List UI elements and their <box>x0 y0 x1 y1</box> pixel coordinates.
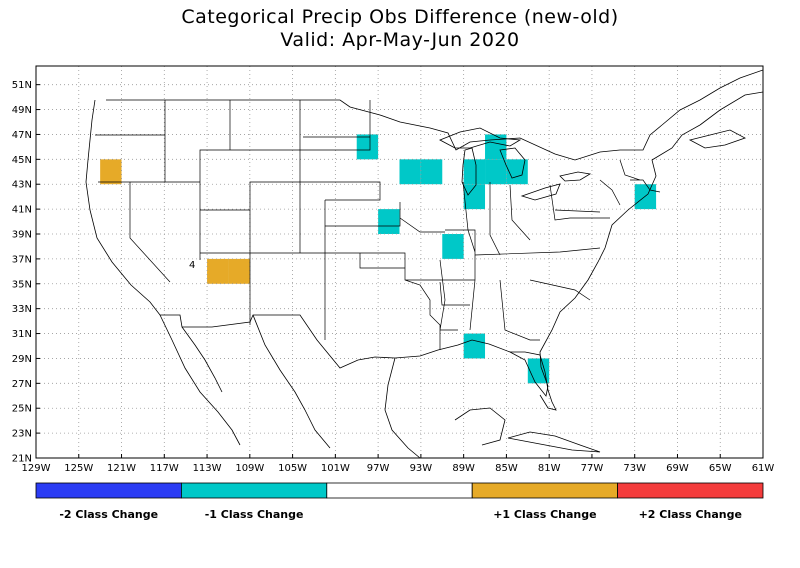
us-coastline-west <box>85 99 701 397</box>
longitude-label: 101W <box>321 463 350 474</box>
longitude-label: 81W <box>538 463 561 474</box>
latitude-label: 33N <box>12 304 32 315</box>
legend-swatch <box>471 482 619 499</box>
legend-label: -2 Class Change <box>59 508 158 521</box>
nova-scotia <box>688 129 746 149</box>
latitude-label: 51N <box>12 80 32 91</box>
difference-cell <box>228 258 250 284</box>
latitude-label: 49N <box>12 105 32 116</box>
difference-cell <box>207 258 229 284</box>
latitude-label: 23N <box>12 429 32 440</box>
difference-cell <box>463 159 486 185</box>
latitude-label: 29N <box>12 354 32 365</box>
latitude-label: 37N <box>12 254 32 265</box>
legend-label: +1 Class Change <box>493 508 596 521</box>
latitude-label: 41N <box>12 205 32 216</box>
latitude-label: 43N <box>12 180 32 191</box>
yucatan <box>454 407 506 446</box>
lake-michigan <box>461 147 477 196</box>
difference-cell <box>463 184 486 210</box>
longitude-label: 73W <box>623 463 646 474</box>
lake-erie <box>520 183 561 201</box>
baja-california <box>159 314 241 446</box>
longitude-label: 121W <box>107 463 136 474</box>
difference-cells <box>100 134 657 384</box>
latitude-label: 47N <box>12 130 32 141</box>
legend-swatch <box>617 482 764 499</box>
legend-label: +2 Class Change <box>639 508 742 521</box>
difference-cell <box>442 234 464 259</box>
latitude-label: 45N <box>12 155 32 166</box>
florida <box>510 351 557 411</box>
latitude-label: 31N <box>12 329 32 340</box>
latitude-label: 25N <box>12 404 32 415</box>
mexico-gulf-coast <box>384 357 421 459</box>
longitude-label: 129W <box>22 463 51 474</box>
difference-cell <box>399 159 421 185</box>
latitude-label: 21N <box>12 454 32 465</box>
latitude-label: 39N <box>12 230 32 241</box>
longitude-label: 97W <box>367 463 390 474</box>
longitude-label: 69W <box>666 463 689 474</box>
legend-swatch <box>180 482 328 499</box>
longitude-label: 89W <box>452 463 475 474</box>
longitude-label: 85W <box>495 463 518 474</box>
lake-superior <box>439 127 522 149</box>
canada-border <box>106 99 663 161</box>
canada-east-coast <box>661 69 764 126</box>
map-frame <box>35 65 764 459</box>
map-marker-label: 4 <box>189 260 195 271</box>
latitude-label: 27N <box>12 379 32 390</box>
difference-cell <box>485 159 507 185</box>
mexico-coast-west <box>252 314 331 449</box>
longitude-label: 125W <box>64 463 93 474</box>
longitude-label: 93W <box>410 463 433 474</box>
axis-labels: 51N 49N 47N 45N 43N 41N 39N 37N 35N 33N 31N 29N 27N 2… <box>12 80 775 474</box>
legend-swatch <box>35 482 182 499</box>
longitude-label: 117W <box>150 463 179 474</box>
difference-cell <box>634 184 657 210</box>
graticule <box>36 66 763 458</box>
longitude-label: 65W <box>709 463 732 474</box>
difference-cell <box>420 159 443 185</box>
state-lines <box>95 100 661 350</box>
longitude-label: 109W <box>235 463 264 474</box>
geography-lines <box>85 69 764 459</box>
legend-swatch <box>326 482 473 499</box>
lake-huron <box>499 147 526 179</box>
latitude-label: 35N <box>12 279 32 290</box>
gulf-of-california <box>181 326 223 393</box>
longitude-label: 105W <box>278 463 307 474</box>
map-title: Categorical Precip Obs Difference (new-o… <box>181 6 619 28</box>
map-subtitle: Valid: Apr-May-Jun 2020 <box>280 29 520 51</box>
color-legend: -2 Class Change -1 Class Change +1 Class C… <box>35 482 764 521</box>
cuba <box>507 431 601 453</box>
difference-cell <box>378 209 400 234</box>
longitude-label: 61W <box>752 463 775 474</box>
difference-cell <box>356 134 379 160</box>
legend-label: -1 Class Change <box>205 508 304 521</box>
longitude-label: 77W <box>581 463 604 474</box>
longitude-label: 113W <box>193 463 222 474</box>
difference-cell <box>100 159 122 185</box>
lake-ontario <box>559 171 592 182</box>
difference-cell <box>463 333 486 359</box>
